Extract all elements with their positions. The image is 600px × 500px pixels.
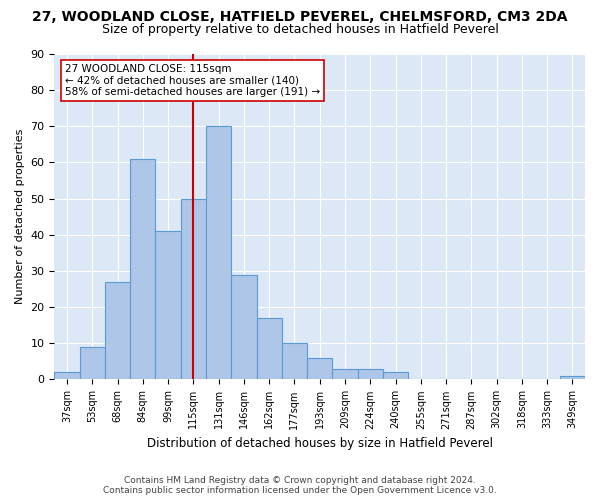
Text: Contains HM Land Registry data © Crown copyright and database right 2024.
Contai: Contains HM Land Registry data © Crown c… — [103, 476, 497, 495]
Bar — [206, 126, 231, 380]
Bar — [282, 344, 307, 380]
Bar — [307, 358, 332, 380]
Bar — [80, 347, 105, 380]
Bar — [332, 368, 358, 380]
Bar — [181, 198, 206, 380]
Bar — [560, 376, 585, 380]
Bar — [383, 372, 408, 380]
Bar — [155, 231, 181, 380]
Bar — [257, 318, 282, 380]
Text: 27 WOODLAND CLOSE: 115sqm
← 42% of detached houses are smaller (140)
58% of semi: 27 WOODLAND CLOSE: 115sqm ← 42% of detac… — [65, 64, 320, 97]
Bar — [105, 282, 130, 380]
Bar — [130, 159, 155, 380]
Text: Size of property relative to detached houses in Hatfield Peverel: Size of property relative to detached ho… — [101, 22, 499, 36]
Bar — [358, 368, 383, 380]
Y-axis label: Number of detached properties: Number of detached properties — [15, 129, 25, 304]
X-axis label: Distribution of detached houses by size in Hatfield Peverel: Distribution of detached houses by size … — [147, 437, 493, 450]
Bar — [231, 274, 257, 380]
Bar — [55, 372, 80, 380]
Text: 27, WOODLAND CLOSE, HATFIELD PEVEREL, CHELMSFORD, CM3 2DA: 27, WOODLAND CLOSE, HATFIELD PEVEREL, CH… — [32, 10, 568, 24]
